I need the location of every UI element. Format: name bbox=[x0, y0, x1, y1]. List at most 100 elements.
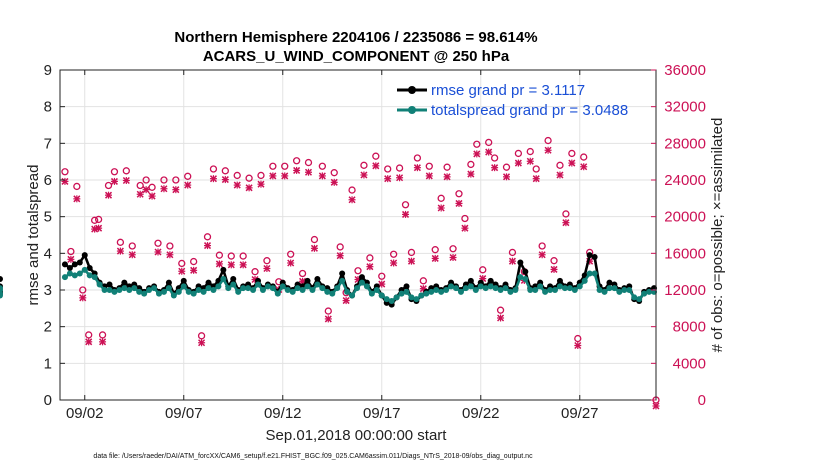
obs-possible-point bbox=[227, 252, 235, 260]
x-axis-label: Sep.01,2018 00:00:00 start bbox=[266, 427, 448, 444]
obs-assimilated-point bbox=[568, 159, 576, 167]
obs-possible-point bbox=[257, 171, 265, 180]
spread-point bbox=[235, 288, 242, 295]
obs-assimilated-point bbox=[73, 195, 81, 203]
obs-assimilated-point bbox=[318, 172, 326, 180]
spread-point bbox=[517, 274, 524, 281]
spread-point bbox=[314, 281, 321, 288]
obs-possible-point bbox=[330, 169, 338, 177]
rmse-point bbox=[591, 254, 598, 260]
spread-point bbox=[492, 285, 499, 292]
legend-spread-marker bbox=[408, 106, 416, 114]
obs-possible-point bbox=[73, 182, 81, 191]
x-tick-label: 09/07 bbox=[165, 405, 203, 422]
obs-assimilated-point bbox=[85, 338, 93, 346]
obs-assimilated-point bbox=[336, 252, 344, 260]
obs-possible-point bbox=[372, 152, 380, 160]
spread-point bbox=[606, 285, 613, 292]
y-tick-label: 3 bbox=[44, 282, 52, 299]
spread-point bbox=[121, 285, 128, 292]
x-tick-label: 09/02 bbox=[66, 405, 104, 422]
spread-point bbox=[319, 285, 326, 292]
spread-point bbox=[165, 285, 172, 292]
spread-point bbox=[502, 285, 509, 292]
obs-assimilated-point bbox=[401, 210, 410, 218]
y-tick-label: 0 bbox=[44, 392, 52, 409]
spread-point bbox=[428, 288, 435, 295]
spread-point bbox=[160, 288, 167, 295]
obs-possible-point bbox=[580, 153, 588, 161]
obs-assimilated-point bbox=[142, 186, 150, 194]
y2-tick-label: 16000 bbox=[664, 245, 706, 262]
obs-assimilated-point bbox=[287, 259, 295, 267]
obs-assimilated-point bbox=[116, 247, 124, 255]
obs-possible-point bbox=[318, 162, 327, 170]
spread-point bbox=[279, 283, 286, 290]
spread-point bbox=[106, 287, 113, 293]
obs-possible-point bbox=[245, 174, 253, 182]
obs-assimilated-point bbox=[293, 166, 301, 174]
y-tick-label: 4 bbox=[44, 245, 52, 262]
spread-point bbox=[408, 294, 415, 301]
obs-assimilated-point bbox=[99, 338, 107, 346]
spread-point bbox=[477, 283, 484, 290]
spread-point bbox=[472, 287, 479, 293]
obs-possible-point bbox=[178, 259, 186, 268]
y2-tick-label: 0 bbox=[698, 392, 706, 409]
spread-point bbox=[0, 292, 3, 299]
legend-rmse-label: rmse grand pr = 3.1117 bbox=[431, 82, 585, 99]
obs-assimilated-point bbox=[562, 219, 570, 227]
spread-point bbox=[205, 285, 212, 292]
spread-point bbox=[61, 274, 68, 281]
spread-point bbox=[641, 290, 648, 297]
spread-point bbox=[230, 281, 237, 288]
obs-assimilated-point bbox=[104, 191, 113, 199]
obs-assimilated-point bbox=[390, 259, 398, 267]
x-tick-label: 09/27 bbox=[561, 405, 599, 422]
rmse-point bbox=[121, 279, 128, 286]
y2-tick-label: 32000 bbox=[664, 99, 706, 116]
spread-point bbox=[403, 288, 410, 295]
obs-assimilated-point bbox=[110, 177, 118, 185]
obs-possible-point bbox=[298, 269, 307, 278]
spread-point bbox=[96, 281, 103, 288]
obs-possible-point bbox=[473, 140, 481, 148]
obs-assimilated-point bbox=[263, 264, 271, 273]
obs-possible-point bbox=[568, 149, 576, 158]
spread-point bbox=[245, 285, 252, 292]
obs-assimilated-point bbox=[508, 257, 516, 265]
spread-point bbox=[215, 283, 222, 290]
obs-possible-point bbox=[166, 242, 174, 250]
x-tick-label: 09/12 bbox=[264, 405, 302, 422]
spread-point bbox=[71, 272, 78, 279]
obs-possible-point bbox=[128, 242, 136, 250]
spread-point bbox=[269, 285, 276, 292]
legend-rmse-marker bbox=[408, 86, 416, 94]
spread-point bbox=[299, 287, 306, 293]
rmse-point bbox=[522, 268, 529, 275]
obs-possible-point bbox=[544, 136, 552, 145]
obs-possible-point bbox=[550, 257, 558, 265]
y2-tick-label: 12000 bbox=[664, 282, 706, 299]
obs-assimilated-point bbox=[172, 186, 180, 194]
chart-title-line1: Northern Hemisphere 2204106 / 2235086 = … bbox=[174, 29, 537, 46]
spread-point bbox=[324, 288, 331, 295]
spread-point bbox=[289, 288, 296, 295]
obs-possible-point bbox=[425, 162, 433, 170]
obs-possible-point bbox=[324, 307, 332, 315]
obs-possible-point bbox=[378, 272, 386, 280]
obs-possible-point bbox=[455, 190, 463, 198]
obs-assimilated-point bbox=[203, 242, 212, 250]
spread-point bbox=[388, 298, 395, 304]
y2-tick-label: 8000 bbox=[673, 319, 706, 336]
obs-possible-point bbox=[413, 154, 422, 162]
obs-assimilated-point bbox=[574, 341, 582, 350]
spread-point bbox=[111, 288, 118, 295]
obs-assimilated-point bbox=[61, 177, 69, 185]
spread-point bbox=[601, 288, 608, 295]
obs-possible-point bbox=[437, 194, 445, 202]
obs-possible-point bbox=[556, 161, 564, 169]
obs-assimilated-point bbox=[67, 255, 75, 263]
obs-possible-point bbox=[287, 250, 295, 258]
